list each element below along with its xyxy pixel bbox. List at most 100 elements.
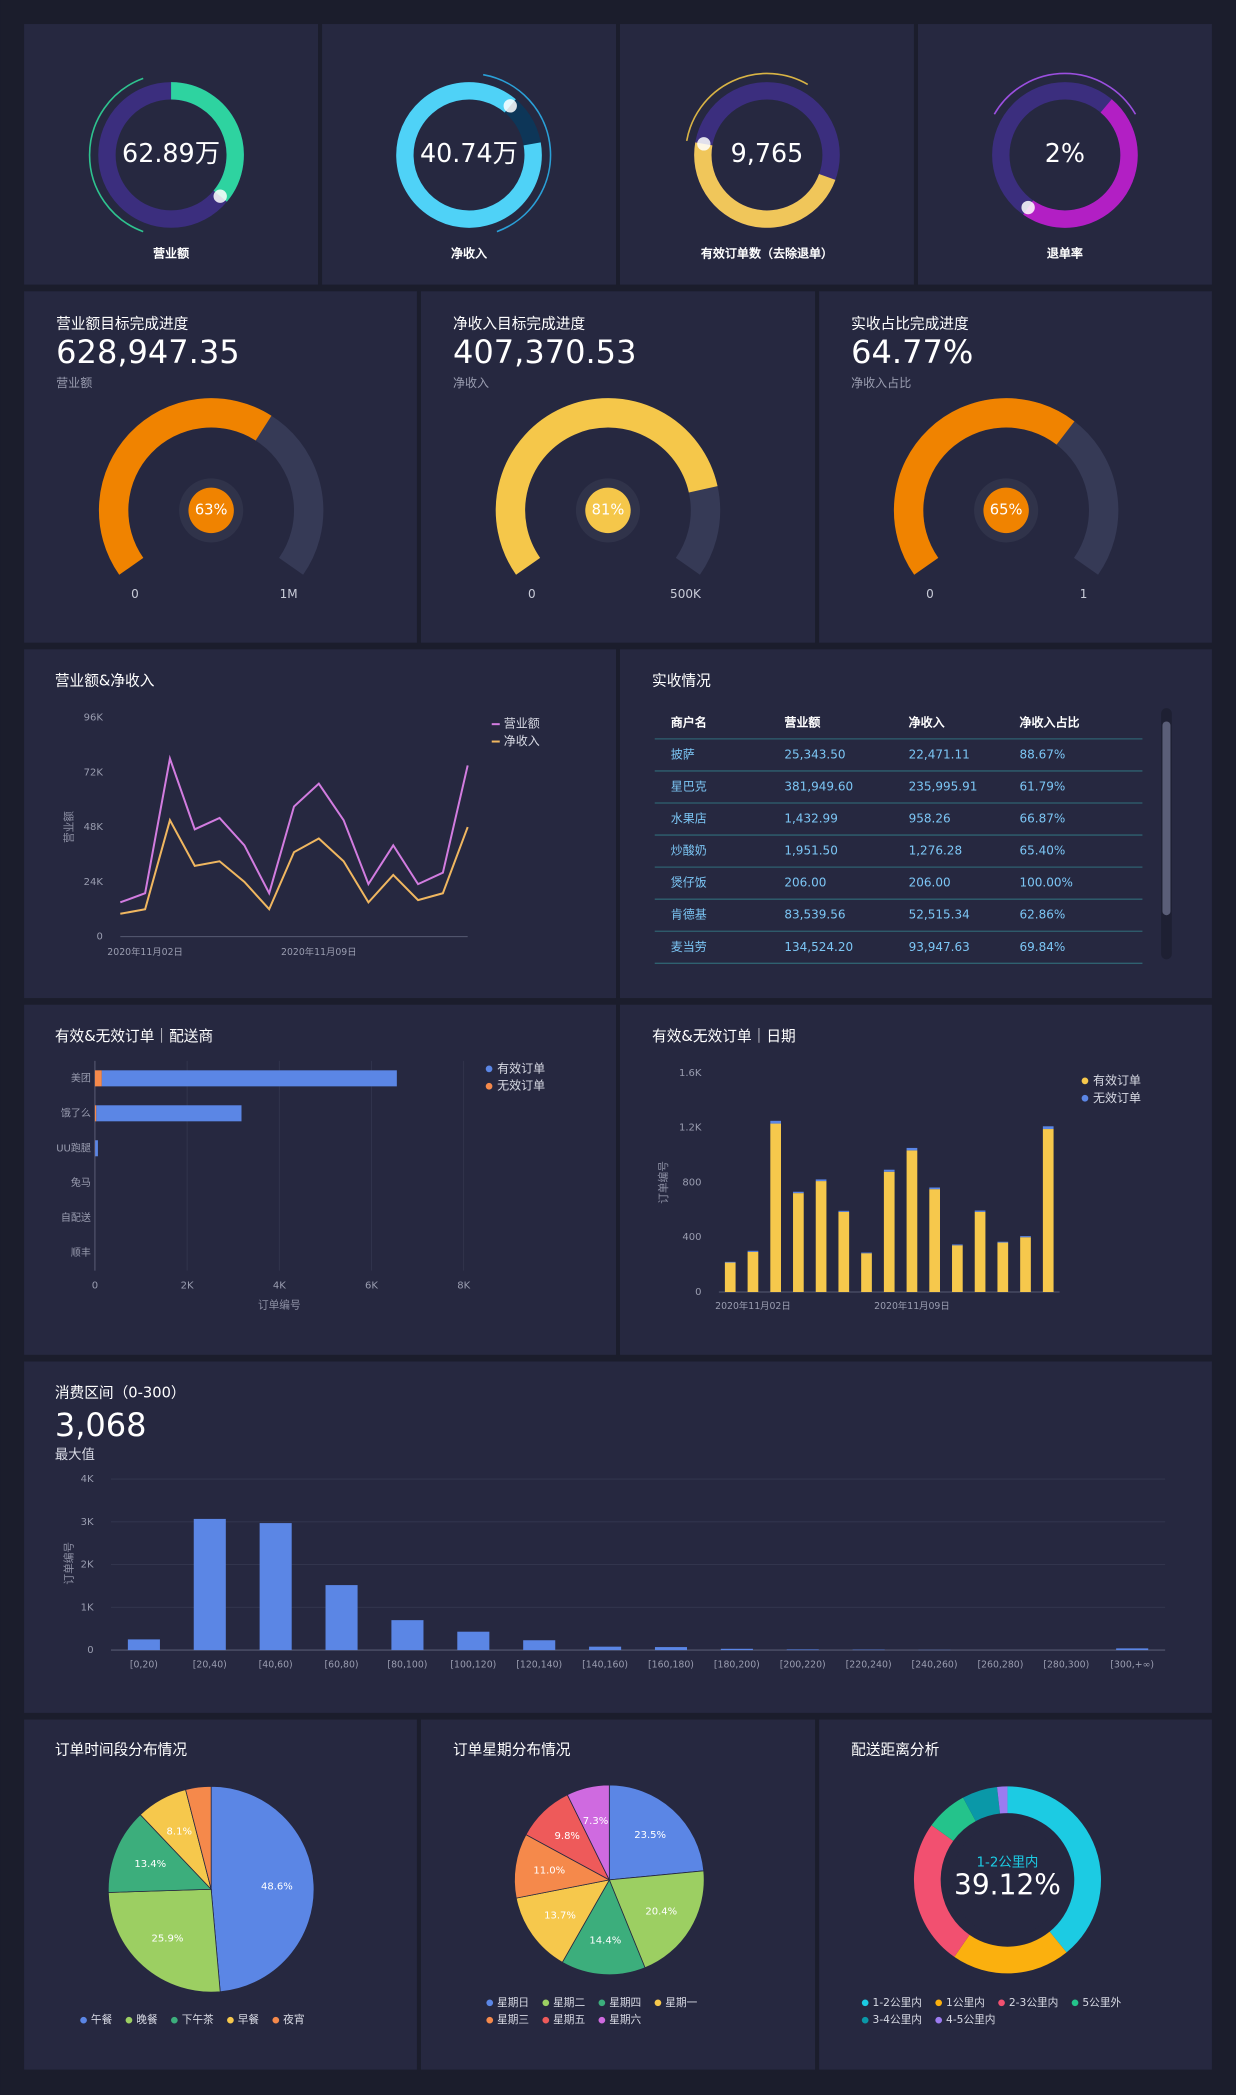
- table-cell: 61.79%: [1019, 779, 1065, 793]
- bar: [838, 1210, 850, 1212]
- pie-slice: [210, 1785, 315, 1993]
- x-tick-label: 0: [92, 1280, 98, 1291]
- legend-swatch: [486, 1999, 494, 2007]
- gauge-bar: [893, 398, 1075, 575]
- kpi-ring-outer: [483, 73, 552, 233]
- y-tick-label: 自配送: [61, 1211, 91, 1224]
- legend-label: 4-5公里内: [946, 2013, 995, 2026]
- slice-label: 48.6%: [261, 1881, 293, 1892]
- table-cell: 83,539.56: [784, 908, 845, 922]
- legend-label: 营业额: [504, 717, 540, 731]
- gauge-hub: [585, 487, 631, 534]
- legend-swatch: [861, 2016, 869, 2024]
- legend-label: 无效订单: [1093, 1090, 1141, 1105]
- kpi-label: 有效订单数（去除退单）: [701, 245, 833, 260]
- table-cell: 1,276.28: [909, 844, 963, 858]
- y-tick-label: 400: [682, 1232, 701, 1243]
- series-line: [120, 817, 469, 915]
- y-tick-label: 2K: [81, 1560, 94, 1571]
- legend-swatch: [171, 2016, 178, 2024]
- table-cell: 水果店: [671, 812, 707, 826]
- slice-label: 20.4%: [645, 1906, 677, 1917]
- table-cell: 1,951.50: [784, 844, 838, 858]
- donut-center-name: 1-2公里内: [977, 1855, 1039, 1871]
- x-tick-label: [300,+∞): [1110, 1659, 1154, 1670]
- legend-swatch: [654, 1999, 662, 2007]
- table-cell: 25,343.50: [784, 747, 845, 761]
- x-tick-label: [0,20): [130, 1659, 158, 1670]
- bar: [929, 1187, 940, 1190]
- legend-label: 有效订单: [1093, 1072, 1141, 1087]
- table-cell: 235,995.91: [909, 779, 978, 793]
- gauge-sublabel: 净收入: [453, 376, 489, 390]
- x-tick-label: [160,180): [648, 1659, 694, 1670]
- y-tick-label: 1.2K: [679, 1123, 702, 1134]
- y-tick-label: 3K: [81, 1517, 94, 1528]
- kpi-ring-cap: [503, 99, 517, 113]
- table-cell: 88.67%: [1019, 747, 1065, 761]
- legend-label: 晚餐: [136, 2013, 158, 2026]
- table-cell: 22,471.11: [909, 747, 970, 761]
- legend-swatch: [861, 1999, 869, 2007]
- donut-hole: [951, 1823, 1064, 1937]
- bar: [193, 1518, 226, 1651]
- card: [620, 649, 1212, 999]
- gauge-sublabel: 净收入占比: [851, 375, 911, 390]
- table-cell: 93,947.63: [909, 940, 970, 954]
- y-tick-label: 24K: [84, 877, 104, 888]
- kpi-ring-progress: [1023, 99, 1138, 228]
- legend-swatch: [598, 2016, 606, 2024]
- table-cell: 1,432.99: [784, 812, 838, 826]
- gauge-sublabel: 营业额: [56, 376, 92, 390]
- table-cell: 206.00: [784, 876, 826, 890]
- x-tick-label: [140,160): [582, 1659, 628, 1670]
- table-cell: 煲仔饭: [671, 875, 707, 890]
- y-tick-label: 0: [87, 1645, 93, 1656]
- y-tick-label: 72K: [84, 767, 104, 778]
- donut-segment: [913, 1825, 970, 1957]
- gauge-value: 64.77%: [851, 333, 973, 371]
- legend-label: 2-3公里内: [1009, 1996, 1058, 2009]
- donut-segment: [963, 1786, 1001, 1822]
- bar: [96, 1105, 242, 1122]
- legend-swatch: [485, 1065, 493, 1073]
- legend-swatch: [998, 1999, 1005, 2007]
- legend-swatch: [486, 2016, 494, 2024]
- kpi-ring-outer: [88, 77, 144, 233]
- table-cell: 星巴克: [671, 779, 707, 793]
- legend-swatch: [1081, 1077, 1089, 1085]
- chart-title: 营业额&净收入: [55, 672, 155, 689]
- y-tick-label: 1.6K: [679, 1068, 702, 1079]
- bar: [906, 1150, 918, 1293]
- gauge-percent: 63%: [195, 501, 228, 518]
- gauge-min: 0: [131, 587, 139, 601]
- legend-label: 3-4公里内: [873, 2013, 922, 2026]
- gauge-min: 0: [528, 587, 536, 601]
- legend-label: 星期三: [497, 2013, 529, 2026]
- bar: [974, 1210, 986, 1212]
- bar: [838, 1211, 850, 1293]
- table-header: 营业额: [784, 714, 820, 729]
- legend-swatch: [485, 1082, 493, 1090]
- pie-slice: [608, 1784, 705, 1881]
- gauge-max: 1: [1080, 587, 1088, 601]
- kpi-ring-progress: [396, 82, 542, 228]
- table-cell: 66.87%: [1019, 812, 1065, 826]
- kpi-label: 净收入: [451, 245, 487, 260]
- table-cell: 134,524.20: [784, 940, 853, 954]
- gauge-hub: [983, 487, 1029, 534]
- bar: [997, 1241, 1009, 1243]
- bar: [94, 1105, 97, 1122]
- legend-label: 无效订单: [497, 1078, 545, 1093]
- bar: [724, 1261, 736, 1263]
- slice-label: 14.4%: [589, 1935, 621, 1946]
- donut-segment: [954, 1931, 1067, 1974]
- x-tick-label: 2020年11月02日: [107, 946, 183, 958]
- slice-label: 9.8%: [555, 1831, 580, 1842]
- kpi-ring-progress: [170, 82, 244, 202]
- gauge-bar: [495, 398, 718, 575]
- card: [917, 24, 1212, 285]
- table-cell: 100.00%: [1019, 876, 1072, 890]
- gauge-max: 500K: [670, 587, 702, 601]
- bar: [654, 1647, 688, 1651]
